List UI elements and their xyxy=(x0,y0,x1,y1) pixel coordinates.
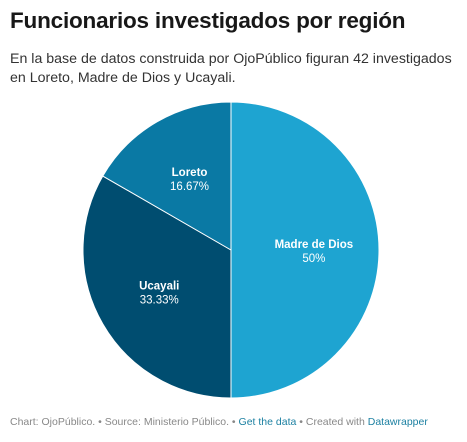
slice-label-ucayali: Ucayali xyxy=(139,280,179,292)
footer-created-with: • Created with xyxy=(299,416,365,428)
slice-value-loreto: 16.67% xyxy=(170,181,209,193)
slice-value-madre-de-dios: 50% xyxy=(302,253,325,265)
datawrapper-link[interactable]: Datawrapper xyxy=(367,416,428,428)
pie-slices xyxy=(82,101,380,399)
get-the-data-link[interactable]: Get the data xyxy=(238,416,297,428)
chart-footer: Chart: OjoPúblico. • Source: Ministerio … xyxy=(10,416,428,428)
slice-label-loreto: Loreto xyxy=(172,167,208,179)
chart-subtitle: En la base de datos construida por OjoPú… xyxy=(10,51,452,86)
slice-label-madre-de-dios: Madre de Dios xyxy=(275,239,354,251)
pie-labels: Madre de Dios 50% Ucayali 33.33% Loreto 16.67… xyxy=(139,167,353,306)
chart-title: Funcionarios investigados por región xyxy=(10,8,406,33)
pie-slice-ucayali xyxy=(82,175,232,399)
slice-value-ucayali: 33.33% xyxy=(140,294,179,306)
footer-source: Chart: OjoPúblico. • Source: Ministerio … xyxy=(10,416,236,428)
pie-slice-loreto xyxy=(102,101,232,251)
pie-slice-madre-de-dios xyxy=(230,101,380,399)
